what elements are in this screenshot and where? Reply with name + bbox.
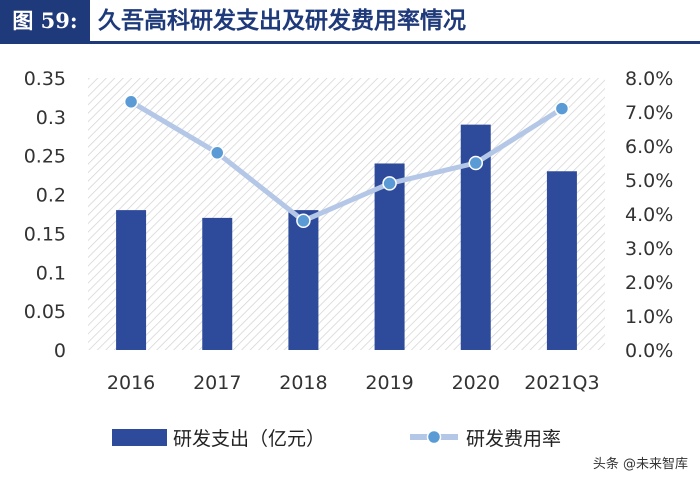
bar-2017 <box>202 217 233 350</box>
left-tick-label: 0.05 <box>24 301 66 323</box>
legend-line-label: 研发费用率 <box>466 428 561 450</box>
rate-point-2017 <box>210 145 225 161</box>
rate-line <box>129 99 564 224</box>
bar-2018 <box>288 210 319 350</box>
left-tick-label: 0.1 <box>36 262 66 284</box>
x-tick-label: 2016 <box>107 372 155 394</box>
rate-point-2021Q3 <box>554 101 570 116</box>
left-tick-label: 0.3 <box>36 107 66 129</box>
rate-point-2019 <box>382 176 397 191</box>
legend-bar-label: 研发支出（亿元） <box>173 428 325 450</box>
x-tick-label: 2021Q3 <box>524 372 599 394</box>
x-axis: 2016 2017 2018 2019 2020 2021Q3 <box>107 372 600 394</box>
left-tick-label: 0.35 <box>24 68 66 90</box>
rate-point-2018 <box>296 213 311 229</box>
legend: 研发支出（亿元） 研发费用率 <box>112 428 561 450</box>
right-tick-label: 1.0% <box>625 306 673 328</box>
line-series <box>123 94 570 229</box>
right-axis: 0.0% 1.0% 2.0% 3.0% 4.0% 5.0% 6.0% 7.0% 8.0% <box>625 68 673 362</box>
chart-area: 0 0.05 0.1 0.15 0.2 0.25 0.3 0.35 0.0% 1.0% 2.0% 3… <box>0 48 700 483</box>
right-tick-label: 4.0% <box>625 204 673 226</box>
right-tick-label: 3.0% <box>625 238 673 260</box>
right-tick-label: 2.0% <box>625 272 673 294</box>
bar-2021Q3 <box>546 171 577 350</box>
right-tick-label: 6.0% <box>625 136 673 158</box>
chart-svg: 0 0.05 0.1 0.15 0.2 0.25 0.3 0.35 0.0% 1.0% 2.0% 3… <box>24 68 674 450</box>
rate-point-2020 <box>468 155 483 171</box>
left-tick-label: 0.2 <box>36 185 66 207</box>
right-tick-label: 5.0% <box>625 170 673 192</box>
x-tick-label: 2020 <box>452 372 500 394</box>
figure-title: 久吾高科研发支出及研发费用率情况 <box>98 7 466 34</box>
legend-bar-swatch <box>112 429 167 446</box>
x-tick-label: 2017 <box>193 372 241 394</box>
bar-2016 <box>116 210 147 350</box>
left-tick-label: 0.15 <box>24 223 66 245</box>
legend-line-marker <box>426 429 442 445</box>
figure-label: 图 59: <box>0 0 90 41</box>
header-bar: 图 59: 久吾高科研发支出及研发费用率情况 <box>0 0 700 44</box>
bar-2019 <box>374 163 405 350</box>
left-tick-label: 0.25 <box>24 146 66 168</box>
right-tick-label: 8.0% <box>625 68 673 90</box>
rate-point-2016 <box>123 94 139 110</box>
left-tick-label: 0 <box>54 340 66 362</box>
bar-series <box>116 124 577 350</box>
x-tick-label: 2019 <box>365 372 413 394</box>
x-tick-label: 2018 <box>279 372 327 394</box>
plot-background <box>88 78 605 350</box>
right-tick-label: 0.0% <box>625 340 673 362</box>
right-tick-label: 7.0% <box>625 102 673 124</box>
watermark: 头条 @未来智库 <box>588 452 692 473</box>
left-axis: 0 0.05 0.1 0.15 0.2 0.25 0.3 0.35 <box>24 68 66 362</box>
